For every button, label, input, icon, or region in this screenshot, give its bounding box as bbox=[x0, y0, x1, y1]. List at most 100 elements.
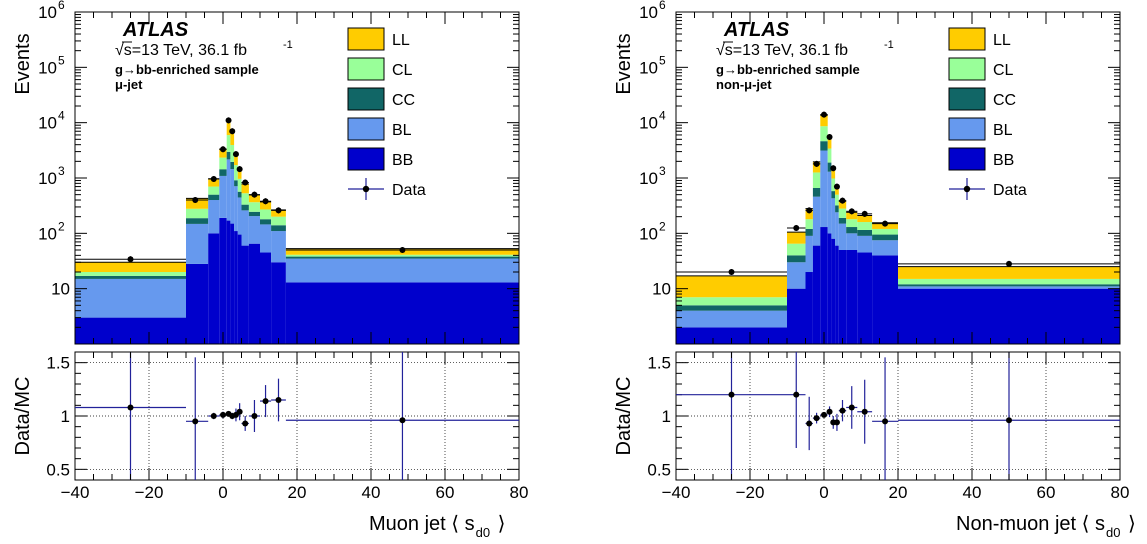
bar-bb-bin-10 bbox=[857, 252, 873, 344]
bar-bl-bin-9 bbox=[846, 233, 858, 250]
bar-bb-bin-11 bbox=[872, 255, 898, 344]
bar-cl-bin-10 bbox=[857, 222, 873, 230]
bar-cl-bin-2 bbox=[805, 219, 813, 229]
bar-ll-bin-1 bbox=[186, 198, 209, 209]
bar-bl-bin-10 bbox=[260, 224, 272, 253]
bar-cc-bin-3 bbox=[219, 169, 227, 176]
x-axis-label-close: ⟩ bbox=[498, 513, 506, 535]
bar-cl-bin-5 bbox=[827, 148, 832, 163]
bar-ll-bin-5 bbox=[827, 137, 832, 149]
atlas-label: ATLAS√s=13 TeV, 36.1 fb -1 g→bb-enriched s… bbox=[716, 19, 894, 92]
experiment-label: ATLAS bbox=[723, 19, 790, 41]
bar-cl-bin-4 bbox=[226, 135, 231, 152]
ratio-tick-label: 0.5 bbox=[647, 460, 671, 479]
lumi-exponent: -1 bbox=[283, 39, 293, 51]
bar-cl-bin-3 bbox=[812, 172, 821, 188]
bar-cl-bin-9 bbox=[846, 219, 858, 228]
bar-bl-bin-5 bbox=[827, 171, 832, 234]
bar-bb-bin-0 bbox=[676, 327, 787, 344]
legend-label-cc: CC bbox=[993, 92, 1016, 109]
bar-cc-bin-5 bbox=[230, 161, 235, 170]
bar-bl-bin-3 bbox=[812, 196, 821, 246]
ratio-panel: 0.5 1 1.5 Data/MC bbox=[12, 351, 520, 481]
bar-cc-bin-12 bbox=[898, 284, 1120, 287]
bar-bl-bin-9 bbox=[248, 216, 260, 244]
bar-bl-bin-2 bbox=[208, 200, 220, 234]
bar-cc-bin-1 bbox=[186, 218, 209, 224]
bar-cc-bin-9 bbox=[846, 227, 858, 234]
bar-bl-bin-0 bbox=[676, 310, 787, 328]
bar-cl-bin-1 bbox=[787, 243, 806, 256]
data-points bbox=[75, 117, 519, 263]
legend-swatch-cl bbox=[347, 57, 385, 81]
bar-cl-bin-10 bbox=[260, 209, 272, 220]
data-point bbox=[232, 151, 239, 158]
bar-bb-bin-7 bbox=[237, 234, 242, 344]
bar-bb-bin-8 bbox=[838, 249, 847, 344]
bar-bb-bin-9 bbox=[248, 243, 260, 344]
data-point bbox=[839, 197, 846, 204]
x-tick-label: −40 bbox=[662, 483, 691, 502]
legend-label-bl: BL bbox=[993, 122, 1013, 139]
ratio-point bbox=[882, 418, 889, 425]
bar-cl-bin-11 bbox=[872, 228, 898, 235]
x-tick-label: −40 bbox=[61, 483, 90, 502]
bar-bb-bin-8 bbox=[241, 245, 249, 344]
ratio-point bbox=[236, 408, 243, 415]
bar-bb-bin-4 bbox=[820, 227, 828, 344]
bar-cc-bin-7 bbox=[835, 205, 839, 213]
bar-cc-bin-2 bbox=[208, 194, 220, 201]
x-axis-label: Muon jet ⟨ s bbox=[369, 513, 475, 535]
data-point bbox=[236, 166, 243, 173]
bar-bl-bin-8 bbox=[838, 223, 847, 250]
legend-label-bb: BB bbox=[993, 152, 1014, 169]
bar-bl-bin-12 bbox=[898, 286, 1120, 289]
bar-bl-bin-2 bbox=[805, 235, 813, 273]
bar-bl-bin-12 bbox=[285, 258, 519, 283]
ratio-point bbox=[806, 420, 813, 427]
legend-data-marker bbox=[362, 185, 370, 193]
data-points bbox=[676, 111, 1120, 276]
ratio-tick-label: 1.5 bbox=[647, 354, 671, 373]
atlas-label: ATLAS√s=13 TeV, 36.1 fb -1 g→bb-enriched s… bbox=[115, 19, 293, 92]
lumi-exponent: -1 bbox=[884, 39, 894, 51]
bar-cc-bin-5 bbox=[827, 162, 832, 172]
bar-ll-bin-5 bbox=[230, 131, 235, 145]
ratio-point bbox=[262, 398, 269, 405]
bar-cc-bin-1 bbox=[787, 255, 806, 263]
data-point bbox=[251, 191, 258, 198]
data-point bbox=[821, 111, 827, 118]
bar-bl-bin-10 bbox=[857, 235, 873, 253]
ratio-tick-label: 0.5 bbox=[46, 460, 70, 479]
bar-bl-bin-1 bbox=[186, 223, 209, 264]
bar-bb-bin-2 bbox=[208, 233, 220, 344]
bar-bb-bin-4 bbox=[226, 220, 231, 344]
bar-bb-bin-5 bbox=[230, 223, 235, 344]
legend-label-data: Data bbox=[392, 182, 426, 199]
energy-lumi-label: √s=13 TeV, 36.1 fb bbox=[115, 42, 247, 59]
x-tick-label: −20 bbox=[736, 483, 765, 502]
bar-bl-bin-11 bbox=[271, 231, 286, 263]
y-tick-exponent: 3 bbox=[58, 164, 65, 178]
bar-cc-bin-8 bbox=[838, 217, 847, 224]
bar-cl-bin-0 bbox=[676, 297, 787, 306]
bar-ll-bin-2 bbox=[805, 208, 813, 220]
ratio-axis-label: Data/MC bbox=[613, 377, 635, 456]
bar-ll-bin-6 bbox=[234, 154, 238, 166]
ratio-point bbox=[251, 413, 258, 419]
bar-bb-bin-7 bbox=[835, 245, 839, 344]
data-point bbox=[1006, 260, 1012, 267]
bar-ll-bin-2 bbox=[208, 178, 220, 187]
data-point bbox=[242, 179, 249, 186]
bar-bb-bin-1 bbox=[787, 288, 806, 344]
ratio-point bbox=[220, 411, 226, 418]
bar-bl-bin-4 bbox=[226, 159, 231, 221]
bar-bl-bin-6 bbox=[234, 186, 238, 232]
data-point bbox=[813, 160, 820, 167]
ratio-tick-label: 1.5 bbox=[46, 354, 70, 373]
bar-ll-bin-10 bbox=[260, 201, 272, 210]
bar-bb-bin-6 bbox=[831, 238, 836, 344]
x-axis-label-close: ⟩ bbox=[1128, 513, 1136, 535]
bar-bl-bin-3 bbox=[219, 175, 227, 218]
